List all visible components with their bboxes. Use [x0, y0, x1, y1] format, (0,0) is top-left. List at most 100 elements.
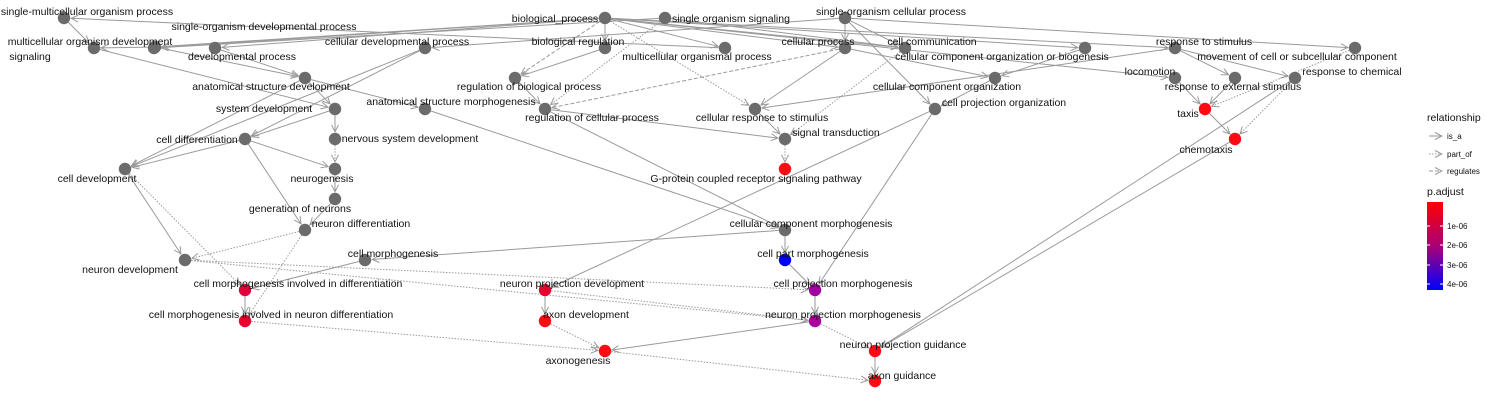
nodes-layer: [57, 11, 1362, 388]
edge-bp-sig: [161, 17, 599, 47]
node-rtes: [1228, 71, 1242, 85]
node-label-rcp: regulation of cellular process: [525, 112, 659, 124]
edge-cpo-npd: [552, 111, 930, 287]
node-asd: [298, 71, 312, 85]
node-axguid: [868, 374, 882, 388]
legend-label-is_a: is_a: [1447, 132, 1462, 141]
edge-asd-cdev: [131, 80, 300, 166]
node-label-mop: multicellular organismal process: [622, 51, 771, 63]
edge-cc-st: [791, 51, 901, 135]
node-dp: [208, 41, 222, 55]
node-bp: [598, 11, 612, 25]
node-label-cc: cell communication: [887, 36, 976, 48]
edge-bp-cc: [611, 18, 898, 48]
edge-sodp-asd: [160, 47, 298, 76]
edge-breg-rbp: [522, 49, 600, 76]
node-label-cdiff: cell differentiation: [156, 134, 238, 146]
edge-npm-axg: [612, 321, 809, 350]
node-cpo: [928, 102, 942, 116]
node-rbp: [508, 71, 522, 85]
node-asm: [418, 102, 432, 116]
edge-loc-taxis: [1178, 82, 1200, 104]
node-neurog: [328, 162, 342, 176]
node-crs: [748, 102, 762, 116]
node-label-neurog: neurogenesis: [290, 173, 353, 185]
node-npg: [868, 344, 882, 358]
edge-rtes-taxis: [1210, 82, 1232, 104]
node-label-cmid: cell morphogenesis involved in different…: [194, 278, 403, 290]
edge-rts-crs: [762, 48, 1169, 108]
padjust-tick-label-2: 2e-06: [1447, 241, 1468, 250]
node-rcp: [538, 102, 552, 116]
node-label-asm: anatomical structure morphogenesis: [366, 96, 535, 108]
node-label-mcsc: movement of cell or subcellular componen…: [1197, 51, 1397, 63]
node-ccob: [1078, 41, 1092, 55]
node-label-sodp: single-organism developmental process: [171, 21, 356, 33]
edge-socp-cc: [850, 20, 899, 45]
edge-rtc-npg: [881, 80, 1291, 347]
edge-cdiff-neurog: [250, 140, 328, 167]
legend-relationship: relationship is_a part_of regulates: [1427, 112, 1481, 176]
node-cc: [898, 41, 912, 55]
edge-socp-cdp: [432, 17, 839, 47]
node-taxis: [1198, 102, 1212, 116]
node-label-cpm: cell part morphogenesis: [757, 248, 868, 260]
edge-asd-sd: [308, 82, 330, 104]
node-mod: [87, 41, 101, 55]
node-label-cdp: cellular developmental process: [325, 36, 469, 48]
edge-bp-rbp: [521, 20, 601, 74]
node-cmorph: [358, 253, 372, 267]
node-label-sig: signaling: [9, 51, 51, 63]
node-label-st: signal transduction: [792, 127, 880, 139]
node-rtc: [1288, 71, 1302, 85]
node-label-loc: locomotion: [1125, 66, 1176, 78]
edge-cmind-axg: [251, 321, 598, 351]
node-label-asd: anatomical structure development: [192, 81, 350, 93]
node-label-axg: axonogenesis: [546, 355, 611, 367]
edge-sos-rcp: [551, 21, 661, 105]
node-label-cpo: cell projection organization: [942, 97, 1066, 109]
edge-ccm-cmorph: [372, 229, 779, 259]
node-label-cmorph: cell morphogenesis: [348, 248, 438, 260]
node-breg: [598, 41, 612, 55]
edge-cco-cpo: [941, 80, 990, 106]
node-cmid: [238, 283, 252, 297]
edge-mcsc-taxis: [1212, 49, 1350, 106]
edge-rcp-st: [551, 109, 778, 138]
node-label-cco: cellular component organization: [873, 81, 1021, 93]
node-label-ndiff: neuron differentiation: [312, 218, 411, 230]
edge-axd-axg: [550, 323, 599, 348]
node-label-breg: biological regulation: [532, 36, 625, 48]
edge-axg-axguid: [611, 351, 868, 381]
node-label-dp: developmental process: [188, 51, 296, 63]
edge-bp-cp: [611, 18, 838, 47]
edge-mod-sd: [99, 49, 328, 108]
node-cdiff: [238, 132, 252, 146]
node-label-gpcr: G-protein coupled receptor signaling pat…: [650, 173, 862, 185]
edge-taxis-chemo: [1209, 113, 1230, 133]
node-label-cp: cellular process: [782, 36, 855, 48]
node-label-rbp: regulation of biological process: [457, 81, 601, 93]
node-label-cprojm: cell projection morphogenesis: [774, 278, 913, 290]
edge-cpm-cprojm: [789, 264, 810, 285]
node-st: [778, 132, 792, 146]
edge-socp-cpo: [849, 22, 930, 104]
node-cprojm: [808, 283, 822, 297]
labels-layer: single-multicellular organism process sin…: [1, 6, 1402, 382]
legend-padjust-title: p.adjust: [1427, 186, 1464, 198]
padjust-tick-label-4: 4e-06: [1447, 280, 1468, 289]
node-nsd: [328, 132, 342, 146]
node-label-gon: generation of neurons: [249, 203, 351, 215]
node-label-npg: neuron projection guidance: [840, 339, 967, 351]
edge-dp-asd: [220, 49, 298, 76]
edge-rtc-chemo: [1240, 82, 1292, 133]
node-cdp: [418, 41, 432, 55]
node-ccm: [778, 223, 792, 237]
node-sos: [658, 11, 672, 25]
node-npm: [808, 314, 822, 328]
padjust-tick-label-1: 1e-06: [1447, 222, 1468, 231]
edge-socp-mcsc: [851, 17, 1348, 47]
edge-chemo-npg: [881, 141, 1230, 347]
node-label-axd: axon development: [543, 309, 629, 321]
